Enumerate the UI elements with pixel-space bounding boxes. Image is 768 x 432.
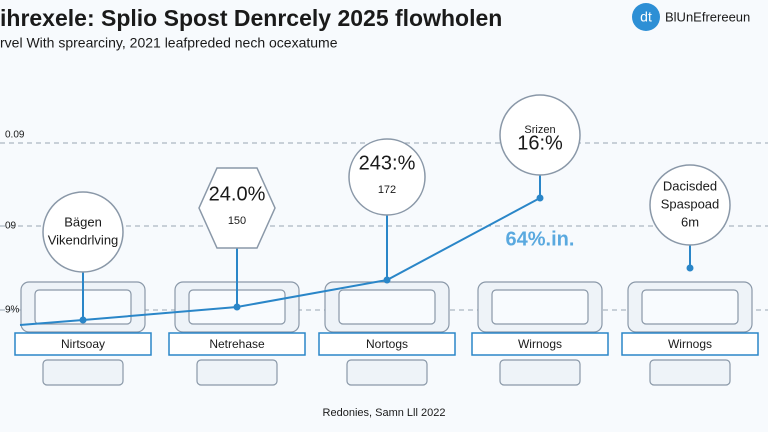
callout-bubble	[499, 94, 581, 176]
stage-label: Nortogs	[366, 337, 408, 351]
stage-label: Nirtsoay	[61, 337, 105, 351]
logo-icon	[632, 3, 660, 31]
device-base	[346, 359, 428, 386]
device-base	[499, 359, 581, 386]
stage-box	[471, 332, 609, 356]
callout-text: 150	[228, 215, 246, 227]
callout-text: Srizen	[524, 124, 555, 136]
device-sketches	[20, 281, 753, 386]
logo-mark: dt	[640, 9, 652, 25]
device-base	[649, 359, 731, 386]
device-screen	[491, 289, 589, 325]
subtitle: rvel With sprearciny, 2021 leafpreded ne…	[0, 35, 338, 51]
footer: Redonies, Samn Lll 2022	[323, 407, 446, 419]
callout-text: 24.0%	[209, 183, 266, 205]
device-screen	[641, 289, 739, 325]
callout-text: 243:%	[359, 152, 416, 174]
data-point	[536, 194, 544, 202]
device-base	[196, 359, 278, 386]
stage-box	[14, 332, 152, 356]
callout-text: Bägen	[64, 214, 102, 229]
callout-bubble	[649, 164, 731, 246]
stage-label: Wirnogs	[518, 337, 562, 351]
callout-text: Vikendrlving	[48, 232, 119, 247]
stages: Nirtsoay Netrehase Nortogs Wirnogs Wirnogs	[14, 332, 759, 356]
callout-text: 6m	[681, 214, 699, 229]
stage-box	[621, 332, 759, 356]
stage-box	[318, 332, 456, 356]
floating-label: 64%.in.	[506, 228, 575, 250]
axis-label: 9%	[5, 305, 20, 316]
data-point	[686, 264, 694, 272]
device-screen	[338, 289, 436, 325]
callout-bubble	[198, 167, 276, 249]
data-point	[79, 316, 87, 324]
callout-text: Dacisded	[663, 178, 717, 193]
callouts: Bägen Vikendrlving 24.0% 150 243:% 172 Srizen1…	[42, 94, 731, 324]
data-point	[233, 303, 241, 311]
axis-label: 09	[5, 221, 17, 232]
title: ihrexele: Splio Spost Denrcely 2025 flow…	[0, 5, 502, 31]
callout-bubble	[348, 138, 426, 216]
axis-label: 0.09	[5, 130, 25, 141]
stage-box	[168, 332, 306, 356]
device-base	[42, 359, 124, 386]
logo-text: BlUnEfrereeun	[665, 9, 750, 24]
callout-text: 172	[378, 184, 396, 196]
stage-label: Wirnogs	[668, 337, 712, 351]
stage-label: Netrehase	[209, 337, 265, 351]
callout-text: Spaspoad	[661, 196, 720, 211]
callout-bubble	[42, 191, 124, 273]
callout-text: 16:%	[517, 132, 563, 154]
data-point	[383, 276, 391, 284]
